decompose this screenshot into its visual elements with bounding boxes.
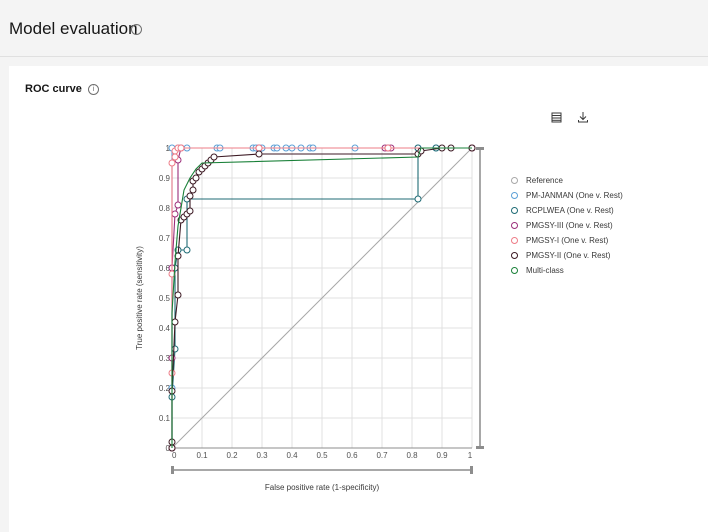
legend-label: PMGSY-I (One v. Rest) xyxy=(526,236,609,245)
y-tick-label: 0.6 xyxy=(159,264,171,273)
x-tick-label: 0.9 xyxy=(436,451,448,460)
x-tick-label: 0.5 xyxy=(316,451,328,460)
data-point[interactable] xyxy=(189,186,197,194)
legend-swatch xyxy=(511,237,518,244)
legend-item[interactable]: Reference xyxy=(511,173,623,188)
series-line xyxy=(171,147,473,449)
y-tick-label: 0.8 xyxy=(159,204,171,213)
legend-swatch xyxy=(511,222,518,229)
legend-label: PMGSY-III (One v. Rest) xyxy=(526,221,613,230)
x-range-handle-left[interactable] xyxy=(171,466,174,474)
download-icon[interactable] xyxy=(575,109,591,125)
y-tick-label: 0 xyxy=(166,444,171,453)
card-title: ROC curve xyxy=(25,83,82,95)
x-range-handle-right[interactable] xyxy=(470,466,473,474)
data-point[interactable] xyxy=(255,144,263,152)
x-tick-label: 0.2 xyxy=(226,451,238,460)
y-range-handle-bottom[interactable] xyxy=(476,446,484,449)
table-view-icon[interactable] xyxy=(548,109,564,125)
x-tick-label: 0.1 xyxy=(196,451,208,460)
y-tick-label: 0.2 xyxy=(159,384,171,393)
data-point[interactable] xyxy=(168,270,176,278)
x-tick-label: 1 xyxy=(468,451,473,460)
legend-swatch xyxy=(511,207,518,214)
legend-label: PMGSY-II (One v. Rest) xyxy=(526,251,611,260)
data-point[interactable] xyxy=(177,144,185,152)
legend-item[interactable]: PMGSY-III (One v. Rest) xyxy=(511,218,623,233)
legend-swatch xyxy=(511,192,518,199)
x-tick-label: 0.6 xyxy=(346,451,358,460)
y-tick-label: 0.1 xyxy=(159,414,171,423)
info-icon[interactable]: i xyxy=(88,84,99,95)
legend-item[interactable]: PMGSY-I (One v. Rest) xyxy=(511,233,623,248)
y-tick-label: 0.5 xyxy=(159,294,171,303)
y-tick-label: 0.3 xyxy=(159,354,171,363)
data-point[interactable] xyxy=(183,246,191,254)
legend-item[interactable]: RCPLWEA (One v. Rest) xyxy=(511,203,623,218)
y-tick-label: 0.7 xyxy=(159,234,171,243)
legend-label: PM-JANMAN (One v. Rest) xyxy=(526,191,623,200)
download-icon-glyph xyxy=(578,112,588,123)
data-point[interactable] xyxy=(186,192,194,200)
legend-swatch xyxy=(511,267,518,274)
data-point[interactable] xyxy=(171,210,179,218)
info-icon[interactable]: i xyxy=(131,24,142,35)
legend-label: Reference xyxy=(526,176,563,185)
data-point[interactable] xyxy=(168,159,176,167)
data-point[interactable] xyxy=(210,153,218,161)
roc-curve-card: ROC curve i 0 0.1 0.2 0.3 0.4 0.5 0.6 0.7 0.8 0.9… xyxy=(9,66,708,532)
y-axis-label: True positive rate (sensitivity) xyxy=(135,246,144,350)
legend-label: RCPLWEA (One v. Rest) xyxy=(526,206,614,215)
legend-swatch xyxy=(511,177,518,184)
x-axis-label: False positive rate (1-specificity) xyxy=(265,483,380,492)
legend-swatch xyxy=(511,252,518,259)
chart-legend: Reference PM-JANMAN (One v. Rest) RCPLWEA … xyxy=(511,173,623,278)
data-point[interactable] xyxy=(192,174,200,182)
data-point[interactable] xyxy=(174,291,182,299)
y-tick-label: 0.9 xyxy=(159,174,171,183)
data-point[interactable] xyxy=(171,318,179,326)
y-range-handle-top[interactable] xyxy=(476,147,484,150)
data-point[interactable] xyxy=(171,345,179,353)
x-tick-label: 0.3 xyxy=(256,451,268,460)
legend-item[interactable]: Multi-class xyxy=(511,263,623,278)
legend-label: Multi-class xyxy=(526,266,564,275)
page-header: Model evaluation i xyxy=(0,0,708,57)
data-point[interactable] xyxy=(186,207,194,215)
roc-chart: 0 0.1 0.2 0.3 0.4 0.5 0.6 0.7 0.8 0.9 1 0 0.1 0.2 0.3 0… xyxy=(135,144,484,492)
data-point[interactable] xyxy=(174,201,182,209)
x-tick-label: 0 xyxy=(172,451,177,460)
page-title: Model evaluation xyxy=(9,19,138,38)
y-tick-label: 0.4 xyxy=(159,324,171,333)
x-tick-label: 0.8 xyxy=(406,451,418,460)
legend-item[interactable]: PMGSY-II (One v. Rest) xyxy=(511,248,623,263)
data-point[interactable] xyxy=(255,150,263,158)
data-point[interactable] xyxy=(384,144,392,152)
x-tick-label: 0.7 xyxy=(376,451,388,460)
table-view-icon-glyph xyxy=(551,112,561,122)
x-tick-label: 0.4 xyxy=(286,451,298,460)
y-tick-label: 1 xyxy=(166,144,171,153)
series-line xyxy=(171,147,472,448)
data-point[interactable] xyxy=(171,153,179,161)
legend-item[interactable]: PM-JANMAN (One v. Rest) xyxy=(511,188,623,203)
data-point[interactable] xyxy=(414,195,422,203)
